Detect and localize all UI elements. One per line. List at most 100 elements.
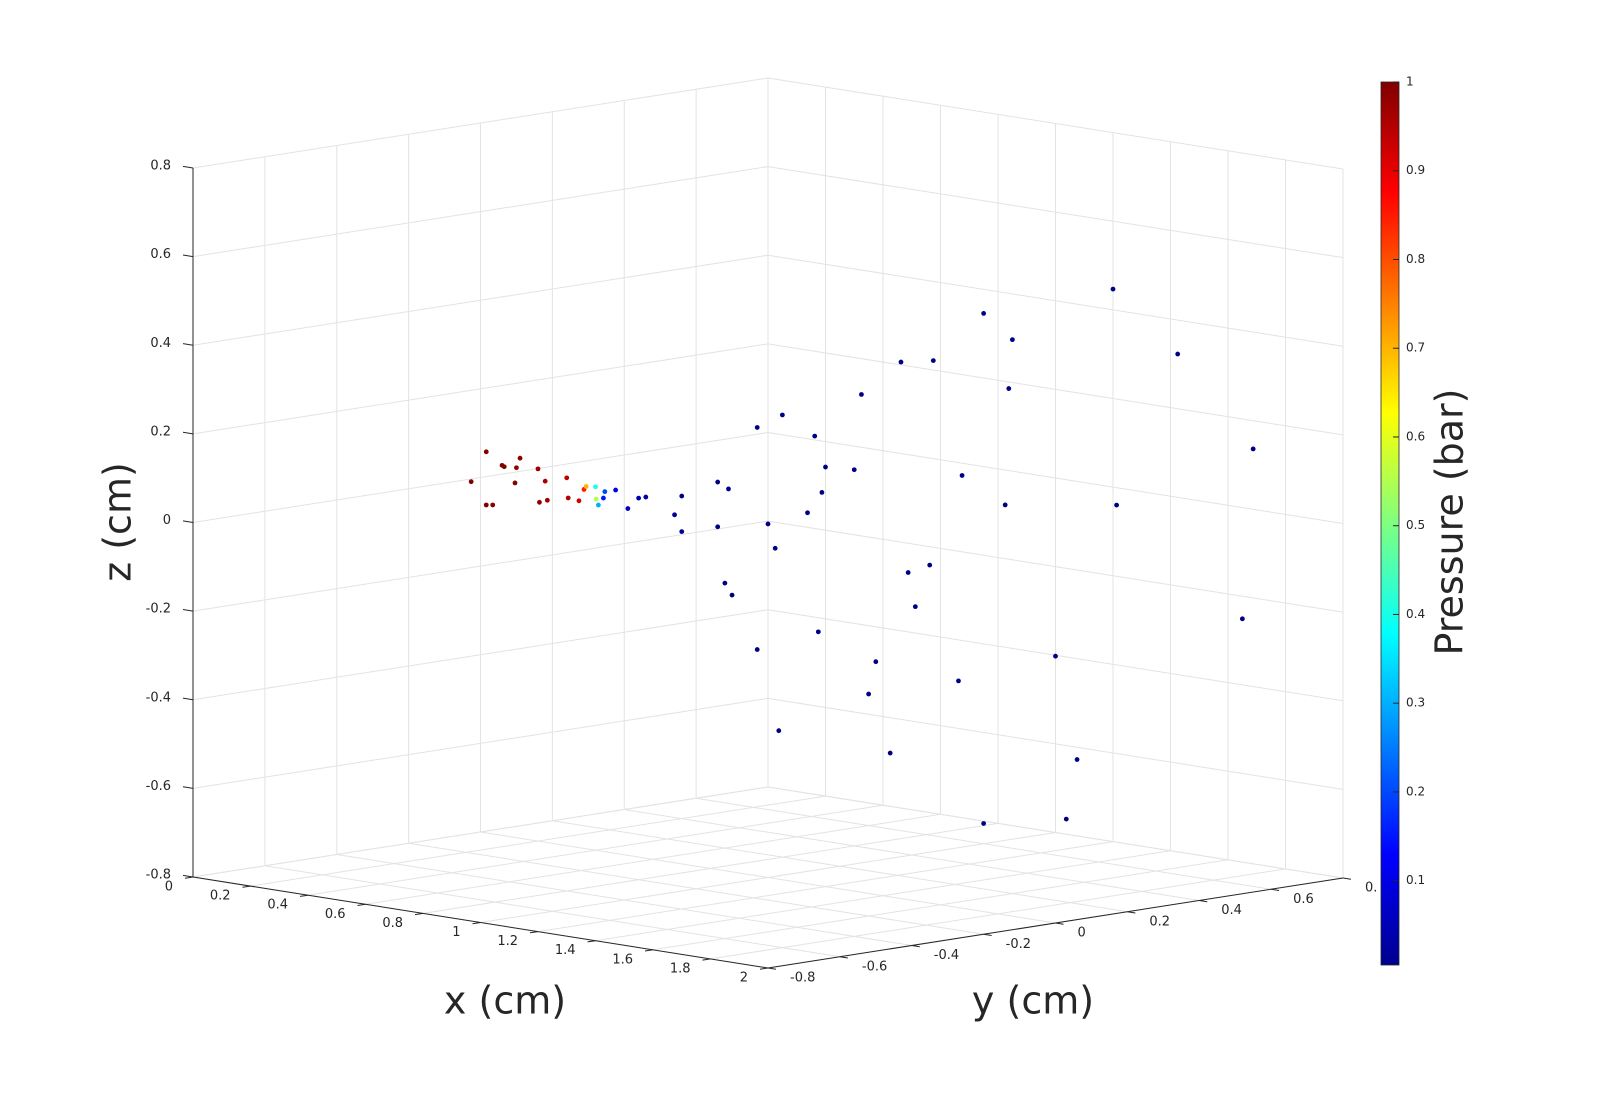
grid-line <box>767 254 1344 347</box>
colorbar-tick-label: 0.9 <box>1406 163 1425 177</box>
tick-mark <box>182 609 194 612</box>
data-point <box>576 498 582 504</box>
tick-mark <box>1199 900 1208 903</box>
data-point <box>1009 337 1015 343</box>
z-tick-label: -0.2 <box>146 602 171 617</box>
data-point <box>981 821 987 826</box>
y-tick-label: -0.2 <box>1006 937 1031 952</box>
grid-line <box>264 865 840 958</box>
colorbar-ticks: 0.1 0.2 0.3 0.4 0.5 0.6 0.7 0.8 0.9 1 <box>1393 75 1425 887</box>
colorbar-tick-label: 0.7 <box>1406 341 1425 355</box>
colorbar-tick-label: 0.6 <box>1406 429 1425 443</box>
colorbar-tick-label: 0.3 <box>1406 696 1425 710</box>
x-axis-label: x (cm) <box>444 979 566 1023</box>
tick-mark <box>182 165 194 169</box>
data-point <box>512 480 518 486</box>
tick-mark <box>839 956 848 959</box>
tick-mark <box>357 903 366 906</box>
data-point <box>514 465 519 471</box>
tick-mark <box>182 874 194 878</box>
tick-mark <box>182 343 194 346</box>
tick-mark <box>911 945 920 948</box>
y-tick-label: 0. <box>1365 881 1377 896</box>
x-tick-label: 0.2 <box>210 889 231 904</box>
data-point <box>765 521 771 527</box>
data-point <box>483 449 489 455</box>
grid-line <box>192 432 769 523</box>
data-point <box>1053 653 1058 659</box>
x-tick-label: 0.6 <box>325 907 346 922</box>
data-point <box>1110 286 1116 292</box>
data-point <box>1006 386 1012 391</box>
grid-line <box>192 786 769 878</box>
z-tick-label: -0.4 <box>146 690 171 705</box>
tick-mark <box>1127 911 1136 914</box>
data-point <box>625 506 631 511</box>
y-axis-label: y (cm) <box>972 979 1094 1023</box>
data-point <box>490 502 496 508</box>
grid-line <box>767 166 1344 259</box>
data-point <box>595 502 601 508</box>
grid-line <box>767 786 1344 879</box>
y-tick-label: 0.4 <box>1221 903 1242 918</box>
data-point <box>517 455 523 461</box>
grid-line <box>767 77 1344 170</box>
data-point <box>981 311 987 316</box>
grid-line <box>192 697 769 789</box>
data-point <box>912 604 918 610</box>
data-point <box>959 473 965 478</box>
x-tick-label: 1.6 <box>612 952 633 967</box>
tick-mark <box>182 697 194 701</box>
colorbar <box>1380 81 1400 966</box>
z-tick-label: 0.2 <box>150 424 171 439</box>
data-point <box>715 479 721 485</box>
data-point <box>873 659 879 665</box>
colorbar-tick-label: 0.5 <box>1406 518 1425 532</box>
data-point <box>851 467 857 473</box>
colorbar-tick-label: 0.1 <box>1406 873 1425 887</box>
colorbar-label: Pressure (bar) <box>1428 388 1472 655</box>
x-tick-label: 1.2 <box>497 934 518 949</box>
tick-mark <box>299 894 309 897</box>
data-point <box>956 678 961 684</box>
grid-line <box>192 609 769 701</box>
x-tick-label: 1.8 <box>670 961 691 976</box>
tick-mark <box>702 958 711 961</box>
data-point <box>805 510 810 516</box>
y-tick-label: -0.4 <box>934 948 959 963</box>
data-point <box>593 484 598 490</box>
z-tick-label: 0.4 <box>150 336 171 351</box>
data-point <box>1063 816 1069 822</box>
data-point <box>643 494 649 500</box>
data-point <box>887 750 893 756</box>
x-tick-label: 2 <box>740 971 748 986</box>
data-point <box>823 464 828 470</box>
data-point <box>754 425 760 430</box>
tick-mark <box>1055 922 1064 925</box>
tick-mark <box>767 967 777 970</box>
data-point <box>859 392 864 397</box>
z-tick-label: 0 <box>163 513 171 528</box>
tick-mark <box>182 254 194 258</box>
tick-mark <box>182 431 194 435</box>
data-point <box>927 562 933 568</box>
data-point <box>679 529 685 534</box>
x-tick-label: 1 <box>452 925 460 940</box>
data-point <box>483 502 489 508</box>
data-point <box>468 479 474 485</box>
data-point <box>729 592 735 598</box>
colorbar-tick-label: 0.8 <box>1406 252 1425 266</box>
data-point <box>593 496 599 502</box>
colorbar-tick-label: 0.2 <box>1406 784 1425 798</box>
data-point <box>898 359 904 365</box>
grid-line <box>767 520 1344 613</box>
y-tick-label: -0.8 <box>790 971 815 986</box>
z-tick-label: -0.6 <box>146 779 171 794</box>
data-point <box>601 495 606 501</box>
data-point <box>779 412 785 418</box>
data-point <box>535 466 541 472</box>
data-point <box>1002 502 1008 508</box>
grid-line <box>192 343 769 435</box>
data-point <box>776 728 782 734</box>
